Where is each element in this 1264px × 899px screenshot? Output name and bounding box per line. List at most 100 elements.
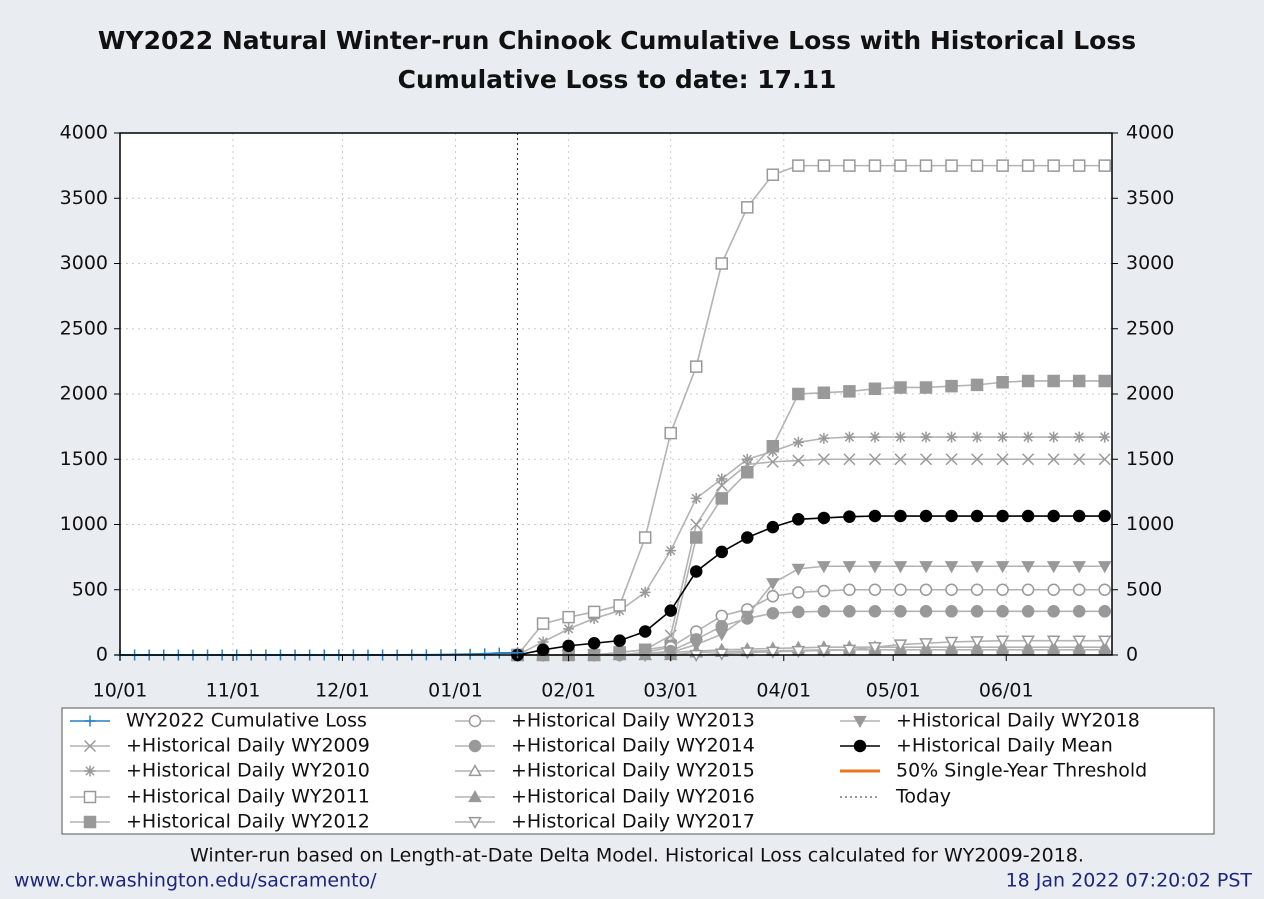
data-point xyxy=(920,431,932,443)
legend-marker xyxy=(468,816,482,830)
data-point xyxy=(1021,561,1035,574)
data-point xyxy=(792,513,805,526)
data-point xyxy=(1047,374,1060,388)
data-point xyxy=(893,561,908,574)
data-point xyxy=(843,385,856,398)
data-point xyxy=(843,159,856,172)
data-point xyxy=(792,387,805,401)
data-point xyxy=(613,599,626,612)
data-point xyxy=(869,431,881,443)
legend-label: +Historical Daily WY2010 xyxy=(126,760,370,782)
data-point xyxy=(715,545,729,559)
data-point xyxy=(1022,431,1034,443)
legend-marker xyxy=(853,715,867,729)
data-point xyxy=(946,431,958,443)
data-point xyxy=(944,561,959,574)
data-point xyxy=(587,637,601,650)
data-point xyxy=(868,583,882,596)
data-point xyxy=(843,510,856,523)
data-point xyxy=(1072,159,1086,172)
chart-subtitle: Cumulative Loss to date: 17.11 xyxy=(398,65,837,94)
legend-label: +Historical Daily WY2011 xyxy=(126,786,370,808)
data-point xyxy=(792,605,805,619)
data-point xyxy=(1072,374,1086,388)
data-point xyxy=(1047,453,1060,466)
data-point xyxy=(970,583,984,596)
legend-label: +Historical Daily WY2017 xyxy=(511,811,755,833)
legend-label: +Historical Daily WY2018 xyxy=(896,710,1140,732)
data-point xyxy=(970,159,984,172)
data-point xyxy=(740,610,755,623)
data-point xyxy=(842,644,857,657)
data-point xyxy=(970,378,984,392)
data-point xyxy=(842,561,857,574)
data-point xyxy=(766,646,780,659)
legend-marker xyxy=(84,765,96,777)
data-point xyxy=(817,453,830,466)
legend-items: WY2022 Cumulative Loss +Historical Daily … xyxy=(70,710,1147,833)
data-point xyxy=(536,643,550,657)
data-point xyxy=(714,648,729,661)
data-point xyxy=(945,453,958,466)
data-point xyxy=(996,605,1009,618)
data-point xyxy=(894,583,907,596)
footer-note: Winter-run based on Length-at-Date Delta… xyxy=(190,845,1084,867)
data-point xyxy=(741,453,753,465)
data-point xyxy=(689,360,703,373)
data-point xyxy=(996,376,1009,389)
y2-tick-label: 0 xyxy=(1126,644,1138,666)
data-point xyxy=(766,606,780,620)
data-point xyxy=(817,561,831,574)
x-tick-label: 12/01 xyxy=(315,680,370,702)
source-url: www.cbr.washington.edu/sacramento/ xyxy=(14,870,377,892)
y-tick-label: 3500 xyxy=(60,187,108,209)
legend-label: +Historical Daily WY2009 xyxy=(126,735,370,757)
legend-marker xyxy=(83,739,97,753)
data-point xyxy=(843,453,856,466)
data-point xyxy=(1022,453,1035,466)
legend-marker xyxy=(468,739,482,753)
legend-label: Today xyxy=(895,786,951,808)
data-point xyxy=(1098,583,1111,596)
legend-marker xyxy=(853,739,867,753)
data-point xyxy=(588,612,600,624)
legend-marker xyxy=(468,763,482,777)
data-point xyxy=(792,586,805,599)
data-point xyxy=(689,639,704,652)
data-point xyxy=(714,628,729,642)
data-point xyxy=(970,509,984,523)
data-point xyxy=(1046,642,1061,655)
data-point xyxy=(638,531,652,544)
data-point xyxy=(945,379,958,393)
data-point xyxy=(868,605,882,618)
data-point xyxy=(997,431,1009,443)
data-point xyxy=(1073,453,1086,466)
data-point xyxy=(818,432,830,444)
data-point xyxy=(945,605,958,618)
data-point xyxy=(690,492,702,504)
data-point xyxy=(715,257,729,270)
data-point xyxy=(868,159,882,172)
data-point xyxy=(715,492,729,505)
data-point xyxy=(766,455,779,468)
legend-label: +Historical Daily WY2012 xyxy=(126,811,370,833)
legend-label: +Historical Daily WY2014 xyxy=(511,735,755,757)
x-tick-label: 01/01 xyxy=(428,680,483,702)
data-point xyxy=(919,605,933,618)
data-point xyxy=(919,381,933,394)
data-point xyxy=(1098,374,1111,388)
data-point xyxy=(766,520,780,534)
data-point xyxy=(493,647,505,659)
data-point xyxy=(464,648,476,660)
data-point xyxy=(945,509,958,523)
data-point xyxy=(995,561,1010,574)
legend-marker xyxy=(468,714,482,728)
data-point xyxy=(970,642,984,655)
x-tick-label: 02/01 xyxy=(541,680,596,702)
data-point xyxy=(1021,159,1035,172)
data-point xyxy=(766,168,780,182)
y2-tick-label: 2500 xyxy=(1126,317,1174,339)
chart-title: WY2022 Natural Winter-run Chinook Cumula… xyxy=(98,26,1136,55)
data-point xyxy=(766,590,780,603)
